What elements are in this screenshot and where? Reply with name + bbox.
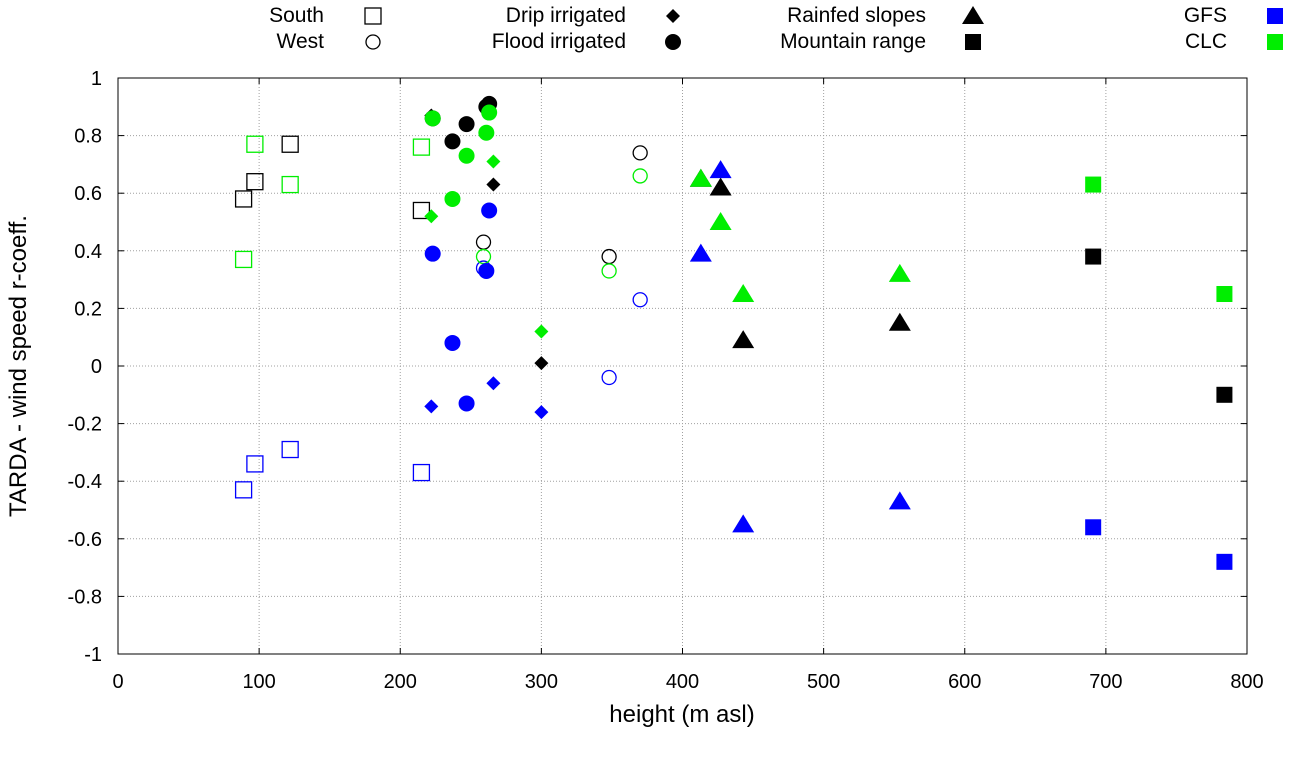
legend-label: Rainfed slopes: [787, 4, 926, 27]
axis-ticks: 0 100 200 300 400 500 600 700 800 -1 -0.8 -0.6 -0.4 -…: [68, 68, 1264, 693]
x-tick-label: 800: [1230, 671, 1263, 693]
data-point: [709, 160, 732, 179]
legend: South West Drip irrigated Flood irrigated Ra…: [269, 4, 1283, 53]
data-point: [632, 292, 648, 308]
data-point: [534, 324, 549, 339]
data-point: [478, 124, 495, 141]
data-point: [601, 248, 617, 265]
data-point: [424, 110, 441, 127]
data-point: [709, 212, 732, 230]
legend-marker: [365, 34, 381, 50]
data-point: [1216, 386, 1233, 403]
legend-marker: [666, 9, 680, 23]
data-point: [1216, 286, 1233, 302]
y-tick-label: 0: [91, 356, 102, 378]
data-point: [732, 514, 755, 533]
data-point: [246, 173, 264, 191]
legend-marker: [965, 34, 981, 50]
x-tick-label: 700: [1089, 671, 1122, 693]
legend-label: Flood irrigated: [492, 30, 626, 53]
data-point: [632, 145, 648, 161]
data-point: [444, 334, 461, 351]
data-point: [534, 405, 549, 420]
data-point: [444, 190, 461, 207]
data-point: [246, 135, 264, 153]
x-tick-label: 0: [112, 671, 123, 693]
x-tick-label: 300: [525, 671, 558, 693]
y-tick-label: -1: [84, 644, 102, 666]
y-axis-label: TARDA - wind speed r-coeff.: [5, 215, 32, 517]
data-point: [234, 250, 253, 269]
y-tick-label: -0.4: [68, 471, 102, 493]
legend-marker: [1267, 8, 1283, 24]
legend-label: South: [269, 4, 324, 27]
data-point: [689, 168, 712, 187]
data-point: [1085, 519, 1102, 536]
legend-label: West: [277, 30, 325, 53]
data-point: [486, 376, 501, 391]
y-tick-label: 0.6: [74, 183, 102, 205]
data-point: [458, 147, 475, 164]
x-axis-label: height (m asl): [609, 701, 754, 728]
y-tick-label: -0.6: [68, 529, 102, 551]
data-point: [475, 234, 492, 250]
data-point: [1085, 248, 1102, 265]
data-point: [424, 399, 439, 414]
x-tick-label: 200: [384, 671, 417, 693]
legend-marker: [364, 7, 382, 25]
legend-label: CLC: [1185, 30, 1227, 53]
grid-lines: [118, 78, 1247, 654]
x-tick-label: 600: [948, 671, 981, 693]
data-point: [281, 135, 299, 153]
x-tick-label: 500: [807, 671, 840, 693]
data-point: [1085, 176, 1102, 193]
data-point: [888, 312, 911, 331]
data-point: [632, 168, 648, 184]
data-point: [424, 245, 441, 262]
data-point: [732, 330, 755, 349]
data-point: [709, 177, 732, 196]
y-tick-label: 0.4: [74, 241, 102, 263]
legend-label: GFS: [1184, 4, 1227, 27]
data-points: [234, 95, 1233, 570]
data-point: [601, 369, 617, 386]
data-point: [412, 201, 431, 220]
data-point: [281, 175, 299, 194]
data-point: [534, 356, 549, 371]
data-point: [246, 455, 264, 473]
data-point: [234, 190, 253, 208]
x-tick-label: 400: [666, 671, 699, 693]
data-point: [458, 116, 475, 133]
data-point: [281, 440, 299, 459]
legend-marker: [665, 34, 681, 50]
y-tick-label: -0.8: [68, 586, 102, 608]
legend-marker: [1267, 34, 1283, 50]
y-tick-label: 0.2: [74, 298, 102, 320]
y-tick-label: 1: [91, 68, 102, 90]
data-point: [444, 133, 461, 150]
data-point: [458, 395, 475, 412]
x-tick-label: 100: [242, 671, 275, 693]
data-point: [412, 138, 431, 156]
y-tick-label: 0.8: [74, 126, 102, 148]
legend-label: Drip irrigated: [506, 4, 626, 27]
data-point: [1216, 553, 1233, 570]
y-tick-label: -0.2: [68, 414, 102, 436]
legend-label: Mountain range: [780, 30, 926, 53]
data-point: [424, 209, 439, 224]
data-point: [888, 491, 911, 510]
data-point: [486, 154, 501, 169]
data-point: [478, 262, 495, 279]
data-point: [481, 104, 498, 121]
data-point: [732, 284, 755, 302]
legend-marker: [962, 6, 984, 24]
data-point: [888, 263, 911, 282]
data-point: [601, 263, 617, 279]
data-point: [689, 243, 712, 262]
data-point: [486, 177, 501, 192]
data-point: [481, 202, 498, 219]
data-point: [412, 463, 431, 482]
data-point: [234, 481, 253, 499]
